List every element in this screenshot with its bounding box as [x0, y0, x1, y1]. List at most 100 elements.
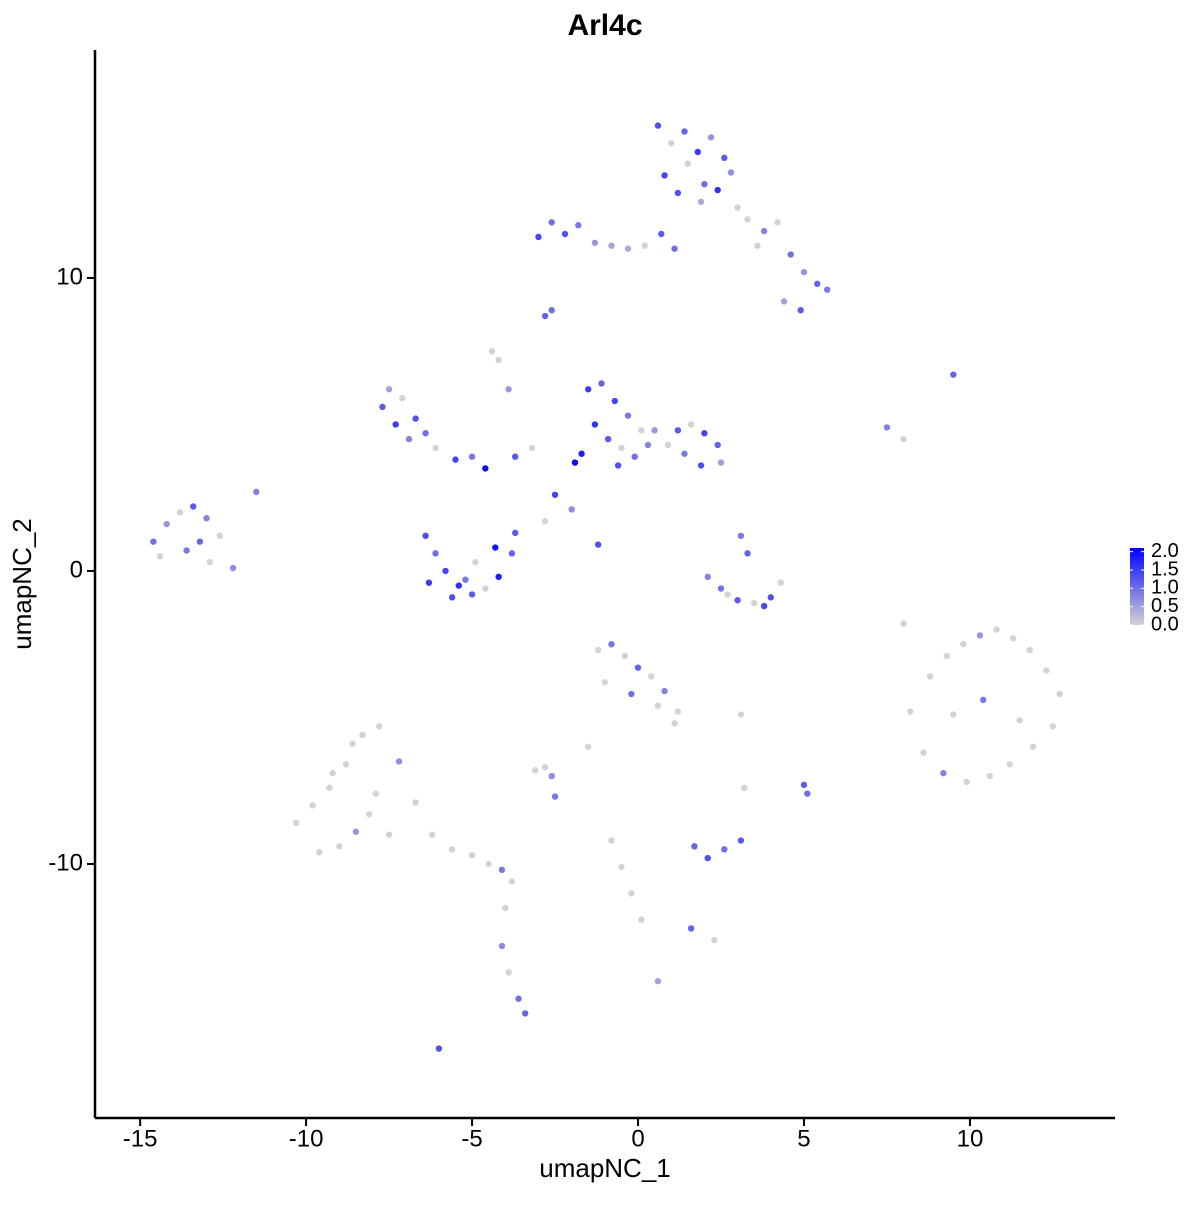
cell-point: [594, 646, 602, 654]
cell-point: [448, 594, 456, 601]
cell-point: [521, 1010, 529, 1017]
y-axis-label: umapNC_2: [7, 518, 37, 650]
cell-point: [824, 286, 831, 293]
cell-point: [601, 679, 609, 686]
cell-point: [176, 509, 184, 516]
cell-point: [1029, 743, 1037, 750]
cell-point: [950, 711, 957, 718]
cell-point: [206, 558, 214, 566]
cell-point: [664, 441, 672, 449]
cell-point: [608, 641, 615, 648]
cell-point: [661, 172, 668, 179]
x-axis-label: umapNC_1: [539, 1153, 671, 1183]
cell-point: [986, 772, 994, 780]
cell-point: [468, 851, 476, 859]
cell-point: [498, 866, 506, 874]
cell-point: [432, 444, 439, 452]
cell-point: [442, 567, 449, 575]
cell-point: [980, 696, 987, 704]
cell-point: [432, 550, 439, 557]
cell-point: [392, 421, 399, 428]
cell-point: [727, 169, 735, 176]
cell-point: [654, 702, 662, 709]
cell-point: [585, 743, 592, 750]
cell-point: [342, 761, 350, 768]
cell-point: [624, 245, 632, 252]
cell-point: [163, 520, 170, 528]
cell-point: [671, 720, 678, 727]
cell-point: [926, 673, 934, 680]
cell-point: [950, 371, 957, 378]
cell-point: [425, 579, 433, 586]
cell-point: [399, 394, 406, 402]
cell-point: [717, 459, 725, 466]
cell-point: [638, 916, 645, 923]
cell-point: [684, 160, 692, 167]
cell-point: [654, 977, 662, 985]
cell-point: [668, 139, 675, 147]
cell-point: [608, 837, 615, 844]
cell-point: [900, 620, 907, 627]
cell-point: [618, 444, 625, 452]
cell-point: [737, 711, 745, 718]
color-tick-label: 1.0: [1151, 577, 1179, 599]
cell-point: [800, 268, 808, 276]
cell-point: [760, 602, 768, 610]
cell-point: [512, 453, 519, 460]
cell-point: [485, 860, 492, 868]
cell-point: [1043, 667, 1050, 674]
cell-point: [528, 444, 536, 452]
cell-point: [797, 306, 804, 314]
color-tick-label: 0.0: [1151, 613, 1179, 635]
cell-point: [190, 503, 197, 510]
cell-point: [701, 430, 708, 437]
cell-point: [326, 784, 333, 791]
cell-point: [681, 450, 688, 457]
cell-point: [365, 810, 373, 818]
cell-point: [548, 772, 555, 780]
cell-point: [150, 538, 157, 545]
cell-point: [531, 767, 539, 774]
cell-point: [671, 245, 678, 252]
cell-point: [498, 942, 506, 950]
cell-point: [976, 632, 984, 639]
cell-point: [814, 280, 821, 288]
cell-point: [704, 573, 711, 581]
cell-point: [717, 585, 725, 592]
cell-point: [624, 412, 632, 419]
cell-point: [604, 435, 612, 443]
x-tick-label: -5: [461, 1125, 482, 1152]
cell-point: [651, 427, 658, 434]
cell-point: [435, 1045, 443, 1052]
color-bar: [1130, 548, 1144, 625]
chart-title: Arl4c: [567, 9, 642, 42]
cell-point: [721, 846, 728, 853]
cell-point: [767, 594, 774, 601]
cell-point: [551, 491, 559, 498]
cell-point: [697, 462, 705, 469]
cell-point: [900, 435, 907, 443]
x-tick-label: 5: [797, 1125, 810, 1152]
cell-point: [405, 435, 413, 443]
cell-point: [750, 599, 758, 607]
cell-point: [422, 430, 429, 437]
cell-point: [395, 758, 403, 765]
cell-point: [379, 403, 386, 411]
cell-point: [641, 242, 648, 249]
cell-point: [618, 863, 625, 871]
cell-point: [661, 687, 668, 695]
cell-point: [561, 230, 569, 238]
cell-point: [774, 219, 781, 226]
cell-point: [777, 579, 784, 586]
cell-point: [724, 591, 731, 598]
cell-point: [960, 641, 967, 648]
cell-point: [352, 828, 360, 835]
cell-point: [734, 597, 741, 604]
cell-point: [309, 802, 316, 809]
cell-point: [721, 154, 728, 162]
color-tick-label: 0.5: [1151, 595, 1179, 617]
cell-point: [1016, 717, 1023, 724]
color-tick-label: 1.5: [1151, 558, 1179, 580]
cell-point: [674, 427, 682, 434]
cell-point: [571, 459, 579, 466]
